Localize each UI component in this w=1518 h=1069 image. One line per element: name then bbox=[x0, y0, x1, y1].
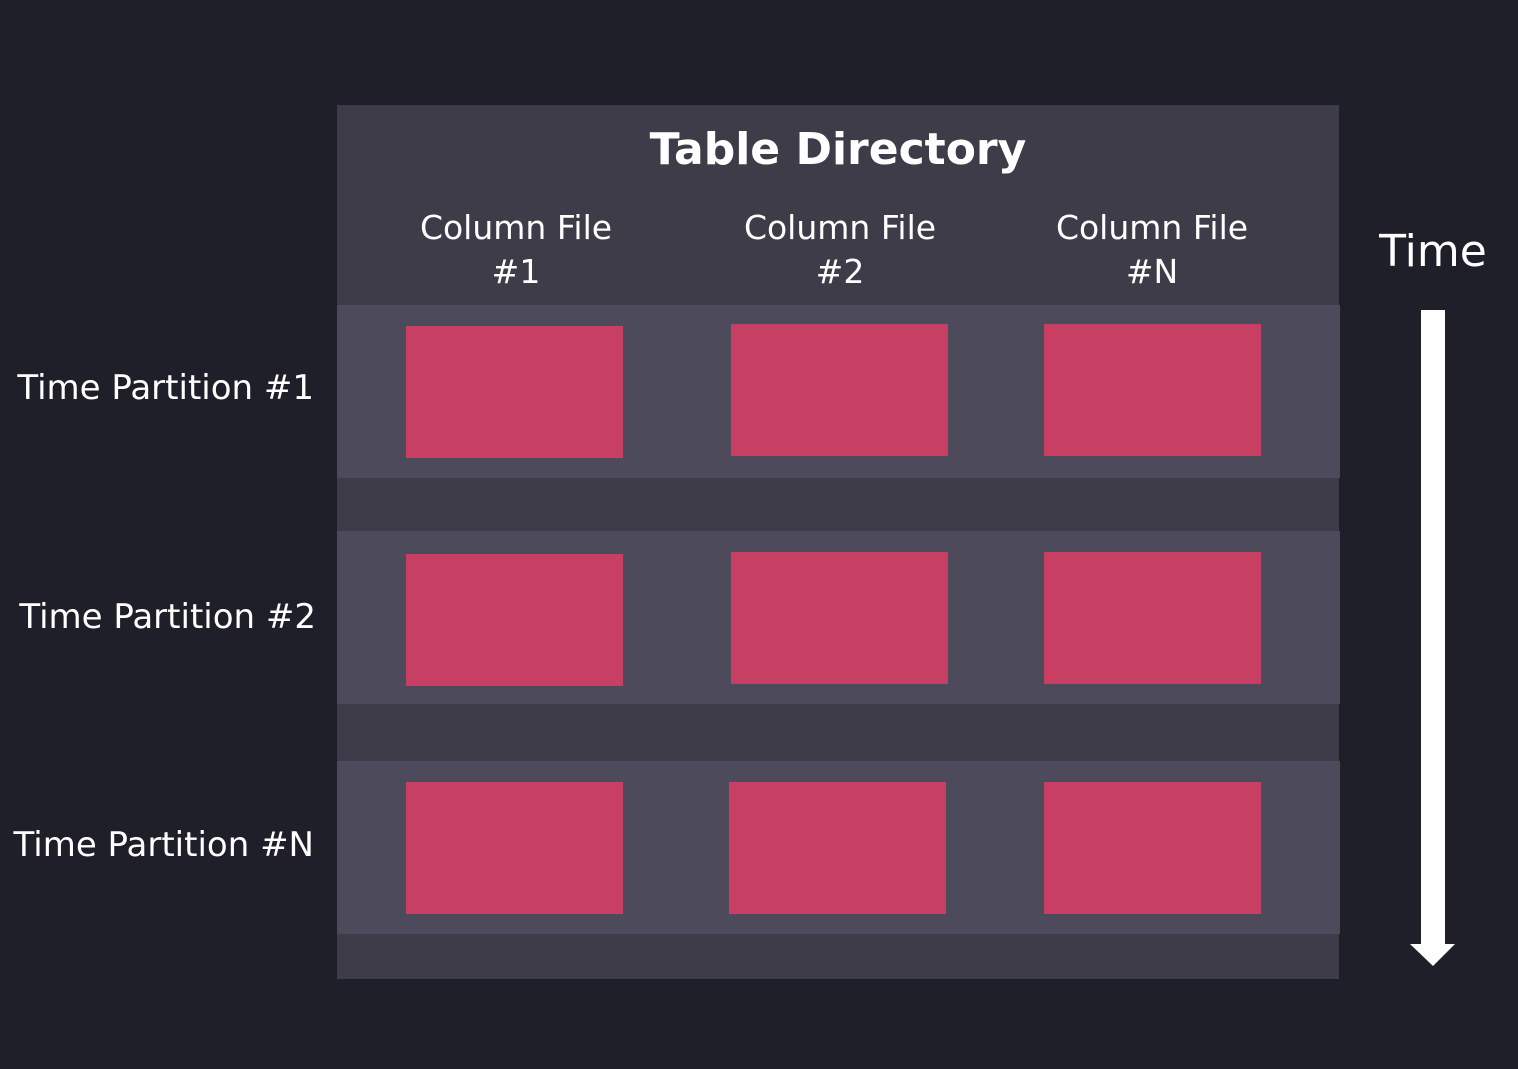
time-arrow-icon bbox=[1410, 310, 1455, 966]
partition-label-1: Time Partition #1 bbox=[17, 368, 314, 408]
table-title: Table Directory bbox=[649, 124, 1027, 175]
column-header-line: Column File bbox=[419, 208, 613, 247]
column-file-block bbox=[731, 324, 948, 456]
column-file-block bbox=[729, 782, 946, 914]
column-header-line: Column File bbox=[743, 208, 937, 247]
time-axis-label: Time bbox=[1379, 226, 1487, 277]
column-header-line: #1 bbox=[491, 252, 541, 291]
column-header-line: #2 bbox=[815, 252, 865, 291]
column-header-n: Column File #N bbox=[1002, 206, 1302, 294]
column-header-line: #N bbox=[1125, 252, 1179, 291]
column-header-1: Column File #1 bbox=[366, 206, 666, 294]
column-file-block bbox=[731, 552, 948, 684]
column-header-line: Column File bbox=[1055, 208, 1249, 247]
arrow-shaft bbox=[1421, 310, 1445, 946]
partition-label-n: Time Partition #N bbox=[13, 825, 314, 865]
column-file-block bbox=[1044, 324, 1261, 456]
column-file-block bbox=[406, 326, 623, 458]
column-file-block bbox=[406, 554, 623, 686]
column-header-2: Column File #2 bbox=[690, 206, 990, 294]
column-file-block bbox=[406, 782, 623, 914]
partition-label-2: Time Partition #2 bbox=[19, 597, 316, 637]
column-file-block bbox=[1044, 782, 1261, 914]
arrow-head bbox=[1410, 944, 1455, 966]
column-file-block bbox=[1044, 552, 1261, 684]
